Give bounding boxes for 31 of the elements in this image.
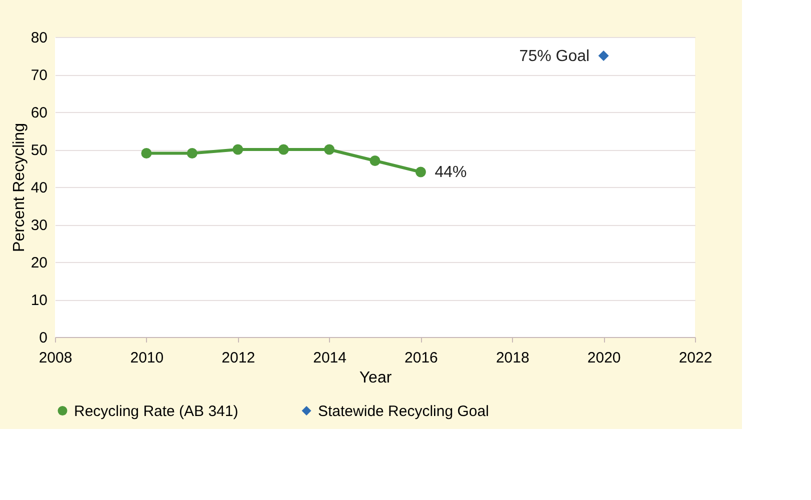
- x-tick-label: 2014: [313, 350, 346, 366]
- point: [141, 148, 152, 158]
- y-tick-label: 30: [30, 217, 48, 234]
- y-tick-label: 70: [30, 67, 48, 84]
- legend-label: Statewide Recycling Goal: [318, 402, 489, 420]
- annotation: 75% Goal: [519, 48, 590, 65]
- legend-label: Recycling Rate (AB 341): [74, 402, 238, 420]
- point: [324, 144, 335, 155]
- point: [598, 50, 609, 61]
- y-tick-label: 40: [30, 180, 48, 196]
- point: [415, 166, 426, 178]
- x-tick-label: 2010: [130, 350, 164, 366]
- x-tick-label: 2012: [222, 350, 256, 366]
- annotation: 44%: [434, 164, 467, 181]
- x-axis-title: Year: [359, 370, 392, 386]
- point: [370, 156, 380, 166]
- point: [186, 148, 198, 158]
- y-tick-label: 50: [30, 142, 48, 159]
- x-tick-label: 2016: [404, 350, 438, 366]
- y-tick-label: 10: [30, 292, 48, 309]
- x-tick-label: 2018: [496, 350, 530, 366]
- point: [278, 144, 289, 155]
- y-tick-label: 60: [30, 104, 48, 122]
- y-tick-label: 0: [39, 330, 48, 346]
- x-tick-label: 2008: [38, 350, 72, 366]
- y-tick-label: 80: [30, 30, 48, 46]
- y-tick-label: 20: [30, 254, 48, 272]
- y-axis-title: Percent Recycling: [10, 123, 28, 252]
- x-tick-label: 2020: [587, 350, 621, 366]
- x-tick-label: 2022: [678, 350, 712, 366]
- point: [232, 144, 244, 155]
